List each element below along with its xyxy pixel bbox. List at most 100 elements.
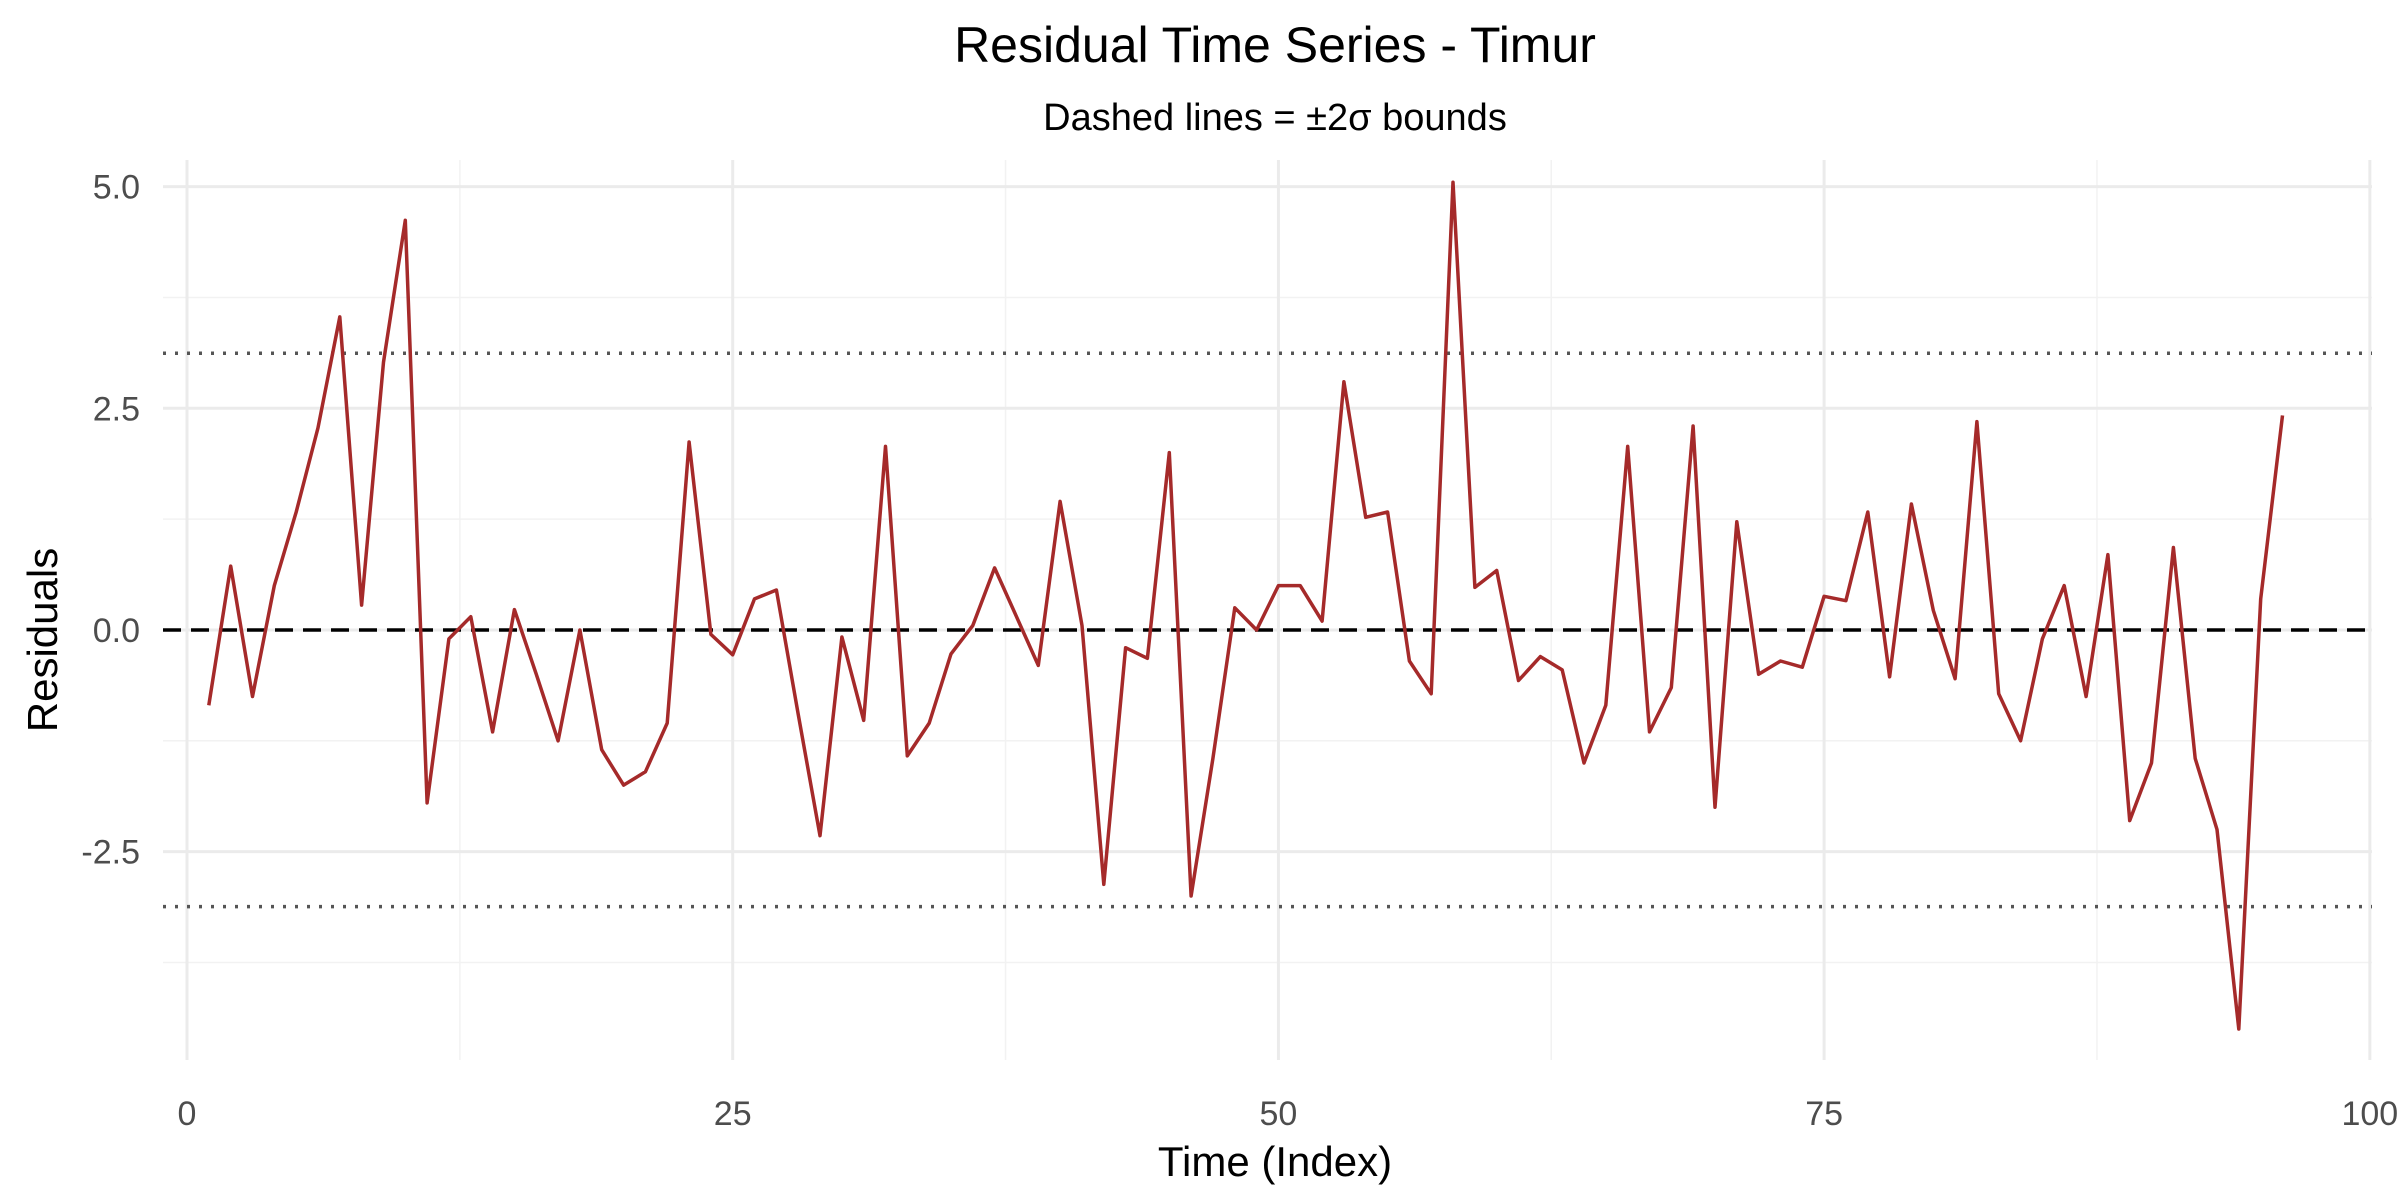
data-point — [1253, 626, 1261, 634]
data-point — [2279, 411, 2287, 419]
data-point — [663, 719, 671, 727]
data-point — [2235, 1025, 2243, 1033]
data-point — [685, 438, 693, 446]
data-point — [554, 737, 562, 745]
data-point — [1274, 582, 1282, 590]
data-point — [2148, 759, 2156, 767]
data-point — [1929, 606, 1937, 614]
series-layer — [205, 178, 2287, 1033]
data-point — [1842, 597, 1850, 605]
data-point — [1384, 508, 1392, 516]
y-tick-label: 5.0 — [93, 169, 140, 207]
data-point — [794, 710, 802, 718]
data-point — [227, 562, 235, 570]
data-point — [1864, 508, 1872, 516]
data-point — [270, 582, 278, 590]
data-point — [1165, 449, 1173, 457]
data-point — [1122, 644, 1130, 652]
data-point — [1645, 728, 1653, 736]
data-point — [2257, 595, 2265, 603]
y-tick-label: 2.5 — [93, 390, 140, 428]
data-point — [1973, 418, 1981, 426]
data-point — [1580, 759, 1588, 767]
y-tick-label: -2.5 — [81, 834, 140, 872]
data-point — [1296, 582, 1304, 590]
data-point — [1318, 617, 1326, 625]
x-tick-label: 50 — [1260, 1095, 1298, 1133]
data-point — [1820, 592, 1828, 600]
data-point — [2082, 692, 2090, 700]
data-point — [729, 651, 737, 659]
data-point — [1056, 497, 1064, 505]
x-tick-label: 0 — [178, 1095, 197, 1133]
data-point — [969, 622, 977, 630]
data-point — [991, 564, 999, 572]
data-point — [947, 650, 955, 658]
data-point — [314, 424, 322, 432]
residual-series-line — [207, 180, 2285, 1031]
data-point — [576, 626, 584, 634]
data-point — [1667, 684, 1675, 692]
data-point — [1558, 666, 1566, 674]
data-point — [1602, 701, 1610, 709]
data-point — [2060, 582, 2068, 590]
data-point — [1427, 690, 1435, 698]
x-tick-label: 75 — [1805, 1095, 1843, 1133]
data-point — [2213, 825, 2221, 833]
data-point — [1012, 613, 1020, 621]
data-point — [598, 746, 606, 754]
data-point — [423, 799, 431, 807]
data-point — [1493, 567, 1501, 575]
y-axis-title: Residuals — [19, 548, 66, 732]
data-point — [2104, 551, 2112, 559]
data-point — [532, 670, 540, 678]
data-point — [816, 832, 824, 840]
data-point — [467, 613, 475, 621]
data-point — [1689, 422, 1697, 430]
data-point — [1078, 622, 1086, 630]
data-point — [1231, 604, 1239, 612]
data-point — [2126, 817, 2134, 825]
data-point — [336, 313, 344, 321]
data-point — [1733, 518, 1741, 526]
data-point — [1995, 690, 2003, 698]
data-point — [379, 358, 387, 366]
data-point — [1798, 663, 1806, 671]
data-point — [358, 601, 366, 609]
data-point — [2017, 737, 2025, 745]
data-point — [1187, 892, 1195, 900]
x-tick-label: 100 — [2341, 1095, 2398, 1133]
data-point — [882, 442, 890, 450]
chart-title: Residual Time Series - Timur — [954, 17, 1596, 73]
data-point — [1776, 657, 1784, 665]
data-point — [1405, 657, 1413, 665]
data-point — [1449, 178, 1457, 186]
reference-lines — [163, 351, 2372, 909]
data-point — [1340, 378, 1348, 386]
data-point — [1515, 676, 1523, 684]
data-point — [860, 716, 868, 724]
data-point — [205, 701, 213, 709]
data-point — [925, 719, 933, 727]
data-point — [838, 633, 846, 641]
data-point — [1624, 442, 1632, 450]
data-point — [1951, 675, 1959, 683]
data-point — [1471, 583, 1479, 591]
data-point — [620, 781, 628, 789]
axis-labels: 0 25 50 75 100 -2.5 0.0 2.5 5.0 — [81, 169, 2398, 1133]
data-point — [1100, 880, 1108, 888]
data-point — [2191, 755, 2199, 763]
x-tick-label: 25 — [714, 1095, 752, 1133]
data-point — [1711, 803, 1719, 811]
data-point — [2169, 543, 2177, 551]
y-tick-label: 0.0 — [93, 612, 140, 650]
data-point — [489, 728, 497, 736]
chart-subtitle: Dashed lines = ±2σ bounds — [1043, 97, 1507, 139]
data-point — [510, 606, 518, 614]
data-point — [707, 630, 715, 638]
data-point — [1536, 653, 1544, 661]
data-point — [751, 595, 759, 603]
grid-layer — [163, 160, 2372, 1060]
data-point — [445, 635, 453, 643]
